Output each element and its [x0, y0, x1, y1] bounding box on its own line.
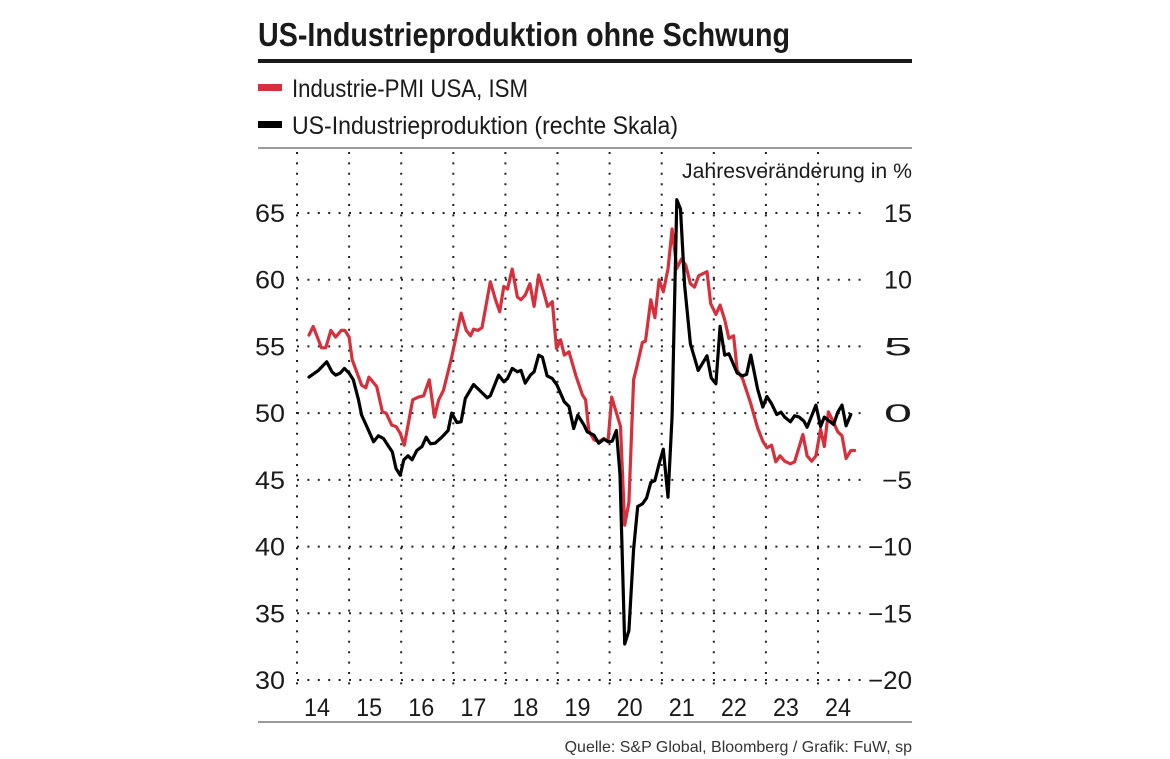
series-line-pmi	[307, 227, 857, 527]
footer-rule	[258, 721, 912, 723]
legend-label-ip: US-Industrieproduktion (rechte Skala)	[292, 112, 678, 140]
x-tick-label: 17	[460, 694, 486, 722]
series-lines	[307, 198, 857, 646]
right-tick-label: −20	[868, 667, 912, 695]
x-tick-label: 15	[356, 694, 382, 722]
x-tick-label: 24	[825, 694, 851, 722]
series-line-industrial-production	[307, 198, 853, 646]
legend-label-pmi: Industrie-PMI USA, ISM	[292, 75, 528, 103]
gridlines	[296, 152, 862, 692]
left-tick-label: 40	[255, 534, 285, 562]
x-tick-label: 21	[669, 694, 695, 722]
x-tick-label: 19	[565, 694, 591, 722]
right-tick-label: −15	[868, 600, 912, 628]
left-tick-label: 45	[255, 467, 285, 495]
right-tick-label: −10	[868, 534, 912, 562]
right-tick-label: 5	[884, 333, 912, 361]
legend: Industrie-PMI USA, ISM US-Industrieprodu…	[258, 75, 678, 140]
left-tick-label: 35	[255, 600, 285, 628]
right-tick-label: 10	[884, 267, 912, 295]
right-axis-label: Jahresveränderung in %	[682, 160, 912, 183]
left-tick-label: 30	[255, 667, 285, 695]
chart-title: US-Industrieproduktion ohne Schwung	[258, 16, 790, 53]
right-tick-label: −5	[882, 467, 912, 495]
left-tick-label: 60	[255, 267, 285, 295]
legend-swatch-ip	[258, 121, 282, 128]
title-rule	[258, 59, 912, 63]
left-tick-label: 50	[255, 400, 285, 428]
source-note: Quelle: S&P Global, Bloomberg / Grafik: …	[565, 739, 913, 756]
left-tick-label: 55	[255, 333, 285, 361]
x-tick-label: 23	[773, 694, 799, 722]
right-tick-label: 0	[884, 400, 912, 428]
x-tick-label: 22	[721, 694, 747, 722]
legend-rule	[258, 147, 912, 149]
left-tick-label: 65	[255, 200, 285, 228]
x-tick-label: 14	[304, 694, 330, 722]
x-tick-label: 16	[408, 694, 434, 722]
x-tick-label: 20	[617, 694, 643, 722]
x-tick-label: 18	[512, 694, 538, 722]
legend-swatch-pmi	[258, 84, 282, 91]
right-tick-label: 15	[884, 200, 912, 228]
